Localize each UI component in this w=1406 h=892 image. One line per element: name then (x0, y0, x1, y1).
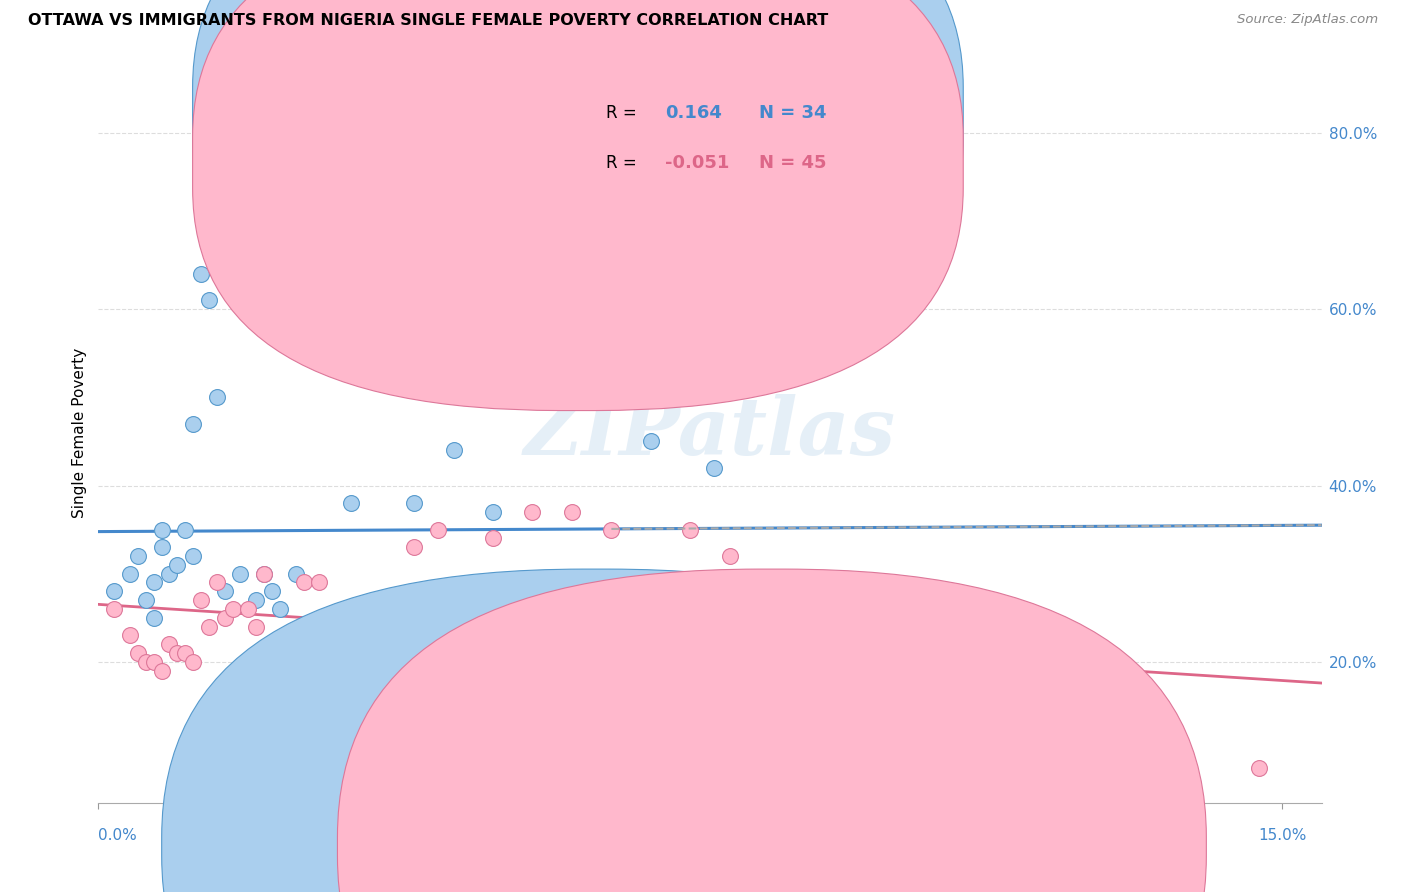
Point (190, 593, 212, 607)
Point (190, 267, 212, 281)
Point (198, 293, 221, 308)
Point (127, 549, 149, 563)
Point (308, 575, 330, 590)
Point (876, 716, 898, 731)
Point (135, 593, 157, 607)
Point (174, 523, 197, 537)
Text: Ottawa: Ottawa (620, 840, 675, 855)
Point (482, 505, 505, 519)
Point (1247, 760, 1270, 774)
Point (142, 655, 165, 669)
Point (450, 373, 472, 387)
Point (166, 646, 188, 660)
Point (103, 584, 125, 599)
Point (443, 443, 465, 458)
Point (522, 725, 544, 739)
Point (142, 611, 165, 625)
Point (159, 566, 181, 581)
Point (371, 611, 394, 625)
Text: Source: ZipAtlas.com: Source: ZipAtlas.com (1237, 13, 1378, 27)
Point (229, 673, 252, 687)
Point (679, 523, 702, 537)
Point (718, 549, 741, 563)
Point (600, 523, 623, 537)
Point (363, 593, 385, 607)
Point (205, 390, 228, 404)
Point (758, 637, 780, 651)
Point (181, 417, 204, 431)
Text: 15.0%: 15.0% (1258, 828, 1306, 843)
Point (166, 558, 188, 572)
Point (522, 505, 544, 519)
Point (323, 637, 346, 651)
FancyBboxPatch shape (193, 0, 963, 360)
Point (404, 496, 426, 510)
Point (135, 655, 157, 669)
Point (127, 646, 149, 660)
Text: N = 45: N = 45 (759, 153, 827, 171)
Point (245, 593, 267, 607)
Point (292, 575, 315, 590)
Point (323, 681, 346, 696)
Point (404, 540, 426, 554)
Point (221, 602, 243, 616)
Point (482, 532, 505, 546)
Point (640, 664, 662, 678)
Point (340, 655, 363, 669)
Point (198, 619, 221, 633)
Text: R =: R = (606, 103, 637, 122)
Text: 0.164: 0.164 (665, 103, 721, 122)
Point (142, 575, 165, 590)
Point (260, 584, 283, 599)
Text: R =: R = (606, 153, 637, 171)
FancyBboxPatch shape (538, 73, 918, 200)
Point (150, 540, 173, 554)
Point (561, 664, 583, 678)
Point (284, 566, 307, 581)
Text: -0.051: -0.051 (665, 153, 730, 171)
Point (245, 619, 267, 633)
Text: OTTAWA VS IMMIGRANTS FROM NIGERIA SINGLE FEMALE POVERTY CORRELATION CHART: OTTAWA VS IMMIGRANTS FROM NIGERIA SINGLE… (28, 13, 828, 29)
Point (238, 602, 260, 616)
Point (118, 628, 141, 642)
Point (159, 637, 181, 651)
Point (640, 434, 662, 449)
Text: 0.0%: 0.0% (98, 828, 138, 843)
Point (269, 681, 291, 696)
Point (214, 611, 236, 625)
Point (387, 637, 409, 651)
Point (561, 505, 583, 519)
Point (229, 566, 252, 581)
FancyBboxPatch shape (193, 0, 963, 410)
Point (103, 602, 125, 616)
Point (308, 135, 330, 149)
Point (214, 584, 236, 599)
Y-axis label: Single Female Poverty: Single Female Poverty (72, 348, 87, 517)
Point (118, 566, 141, 581)
Text: Immigrants from Nigeria: Immigrants from Nigeria (796, 840, 984, 855)
Point (150, 664, 173, 678)
Point (269, 602, 291, 616)
Point (150, 523, 173, 537)
Point (181, 655, 204, 669)
Point (915, 707, 938, 722)
Point (356, 628, 378, 642)
Point (174, 646, 197, 660)
Point (253, 566, 276, 581)
Text: ZIPatlas: ZIPatlas (524, 394, 896, 471)
Point (797, 707, 820, 722)
Point (181, 549, 204, 563)
Point (205, 575, 228, 590)
Point (340, 496, 363, 510)
Point (837, 707, 859, 722)
Point (426, 523, 449, 537)
Point (703, 461, 725, 475)
Text: N = 34: N = 34 (759, 103, 827, 122)
Point (1035, 760, 1057, 774)
Point (284, 681, 307, 696)
Point (253, 566, 276, 581)
